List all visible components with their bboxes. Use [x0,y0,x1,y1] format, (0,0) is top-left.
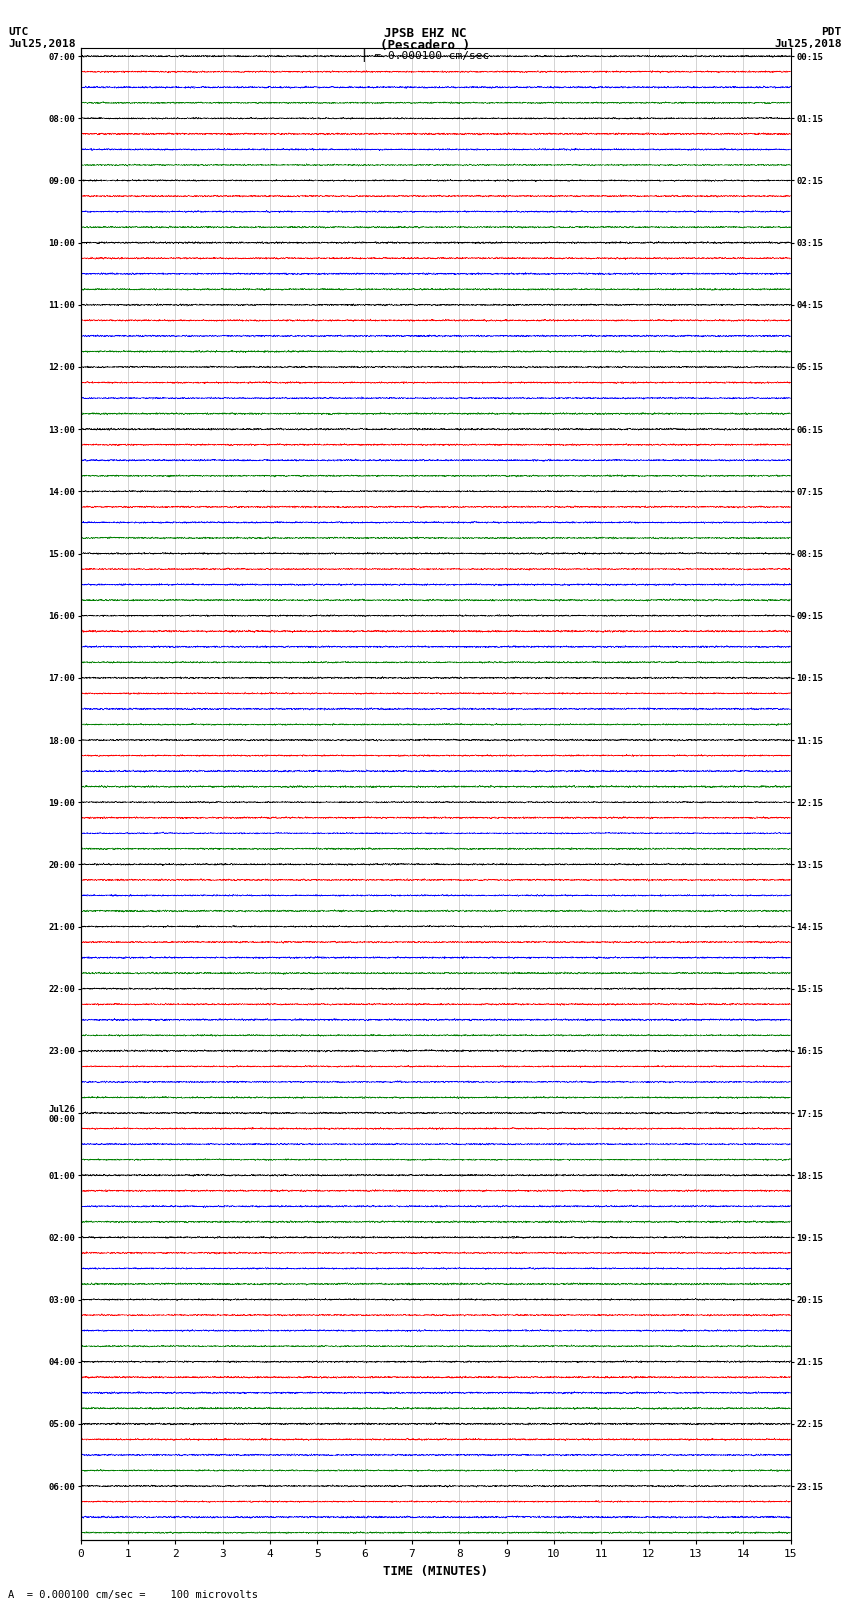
Text: ⎮ = 0.000100 cm/sec: ⎮ = 0.000100 cm/sec [361,50,489,63]
Text: Jul25,2018: Jul25,2018 [774,39,842,48]
Text: Jul25,2018: Jul25,2018 [8,39,76,48]
Text: A  = 0.000100 cm/sec =    100 microvolts: A = 0.000100 cm/sec = 100 microvolts [8,1590,258,1600]
Text: (Pescadero ): (Pescadero ) [380,39,470,52]
X-axis label: TIME (MINUTES): TIME (MINUTES) [383,1565,488,1578]
Text: UTC: UTC [8,26,29,37]
Text: PDT: PDT [821,26,842,37]
Text: JPSB EHZ NC: JPSB EHZ NC [383,26,467,40]
